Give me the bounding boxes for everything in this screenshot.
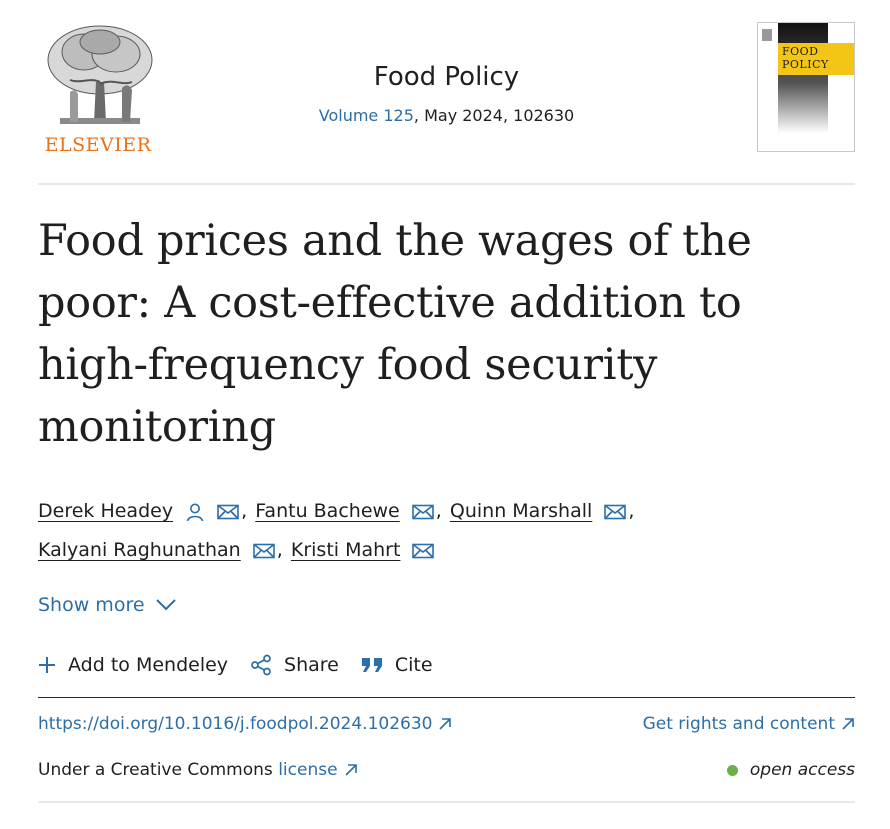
- show-more-button[interactable]: Show more: [38, 594, 177, 616]
- author-separator: ,: [241, 500, 248, 522]
- show-more-label: Show more: [38, 594, 145, 616]
- rights-text: Get rights and content: [642, 714, 835, 734]
- cover-title-band: FOOD POLICY: [778, 43, 854, 75]
- author-link[interactable]: Quinn Marshall: [449, 500, 593, 522]
- doi-row: https://doi.org/10.1016/j.foodpol.2024.1…: [38, 714, 855, 734]
- cover-logo: [762, 29, 772, 41]
- header-divider: [38, 183, 855, 185]
- external-link-icon: [344, 764, 357, 776]
- footer-divider: [38, 801, 855, 803]
- elsevier-logo[interactable]: ELSEVIER: [38, 22, 158, 156]
- author-list: Derek Headey , Fantu Bachewe , Quinn Mar…: [38, 492, 855, 570]
- article-actions: Add to Mendeley Share Cite: [38, 654, 433, 676]
- open-access-label: open access: [749, 760, 855, 780]
- get-rights-link[interactable]: Get rights and content: [643, 714, 855, 734]
- author-link[interactable]: Derek Headey: [38, 500, 174, 522]
- chevron-down-icon: [155, 599, 176, 611]
- share-label: Share: [284, 654, 339, 676]
- author-separator: ,: [435, 500, 442, 522]
- volume-link[interactable]: Volume 125: [318, 106, 414, 125]
- mail-icon[interactable]: [217, 504, 239, 520]
- author-link[interactable]: Fantu Bachewe: [255, 500, 400, 522]
- share-button[interactable]: Share: [250, 654, 339, 676]
- mendeley-label: Add to Mendeley: [68, 654, 229, 676]
- publisher-name: ELSEVIER: [44, 134, 152, 156]
- issue-meta: Volume 125, May 2024, 102630: [38, 106, 855, 125]
- doi-link[interactable]: https://doi.org/10.1016/j.foodpol.2024.1…: [38, 714, 452, 734]
- mail-icon[interactable]: [411, 504, 434, 520]
- quote-icon: [361, 658, 382, 672]
- open-access-dot: [726, 764, 738, 776]
- license-prefix: Under a Creative Commons: [38, 760, 279, 780]
- share-icon: [251, 654, 271, 676]
- cover-gradient: [778, 23, 828, 133]
- license-link[interactable]: license: [278, 760, 357, 780]
- author-separator: ,: [276, 539, 283, 561]
- mail-icon[interactable]: [412, 543, 435, 559]
- cite-label: Cite: [394, 654, 433, 676]
- author-separator: ,: [628, 500, 635, 522]
- mail-icon[interactable]: [252, 543, 275, 559]
- author-link[interactable]: Kalyani Raghunathan: [38, 539, 241, 561]
- journal-cover[interactable]: FOOD POLICY: [757, 22, 855, 152]
- journal-title[interactable]: Food Policy: [373, 62, 520, 92]
- author-link[interactable]: Kristi Mahrt: [290, 539, 401, 561]
- cover-title: FOOD POLICY: [782, 45, 829, 71]
- license-row: Under a Creative Commons license open ac…: [38, 760, 855, 780]
- doi-text: https://doi.org/10.1016/j.foodpol.2024.1…: [38, 714, 433, 734]
- plus-icon: [39, 657, 55, 673]
- mail-icon[interactable]: [604, 504, 627, 520]
- issue-info: , May 2024, 102630: [413, 106, 575, 125]
- person-icon[interactable]: [185, 502, 205, 522]
- article-title: Food prices and the wages of the poor: A…: [38, 216, 752, 452]
- cite-button[interactable]: Cite: [361, 654, 433, 676]
- open-access-badge: open access: [726, 760, 855, 780]
- external-link-icon: [842, 718, 854, 730]
- elsevier-tree-icon: [47, 25, 153, 124]
- add-to-mendeley-button[interactable]: Add to Mendeley: [38, 654, 228, 676]
- license-link-text: license: [278, 760, 338, 780]
- journal-info: Food Policy Volume 125, May 2024, 102630: [38, 60, 855, 125]
- external-link-icon: [439, 718, 452, 730]
- actions-divider: [38, 697, 855, 698]
- license-info: Under a Creative Commons license: [38, 760, 358, 780]
